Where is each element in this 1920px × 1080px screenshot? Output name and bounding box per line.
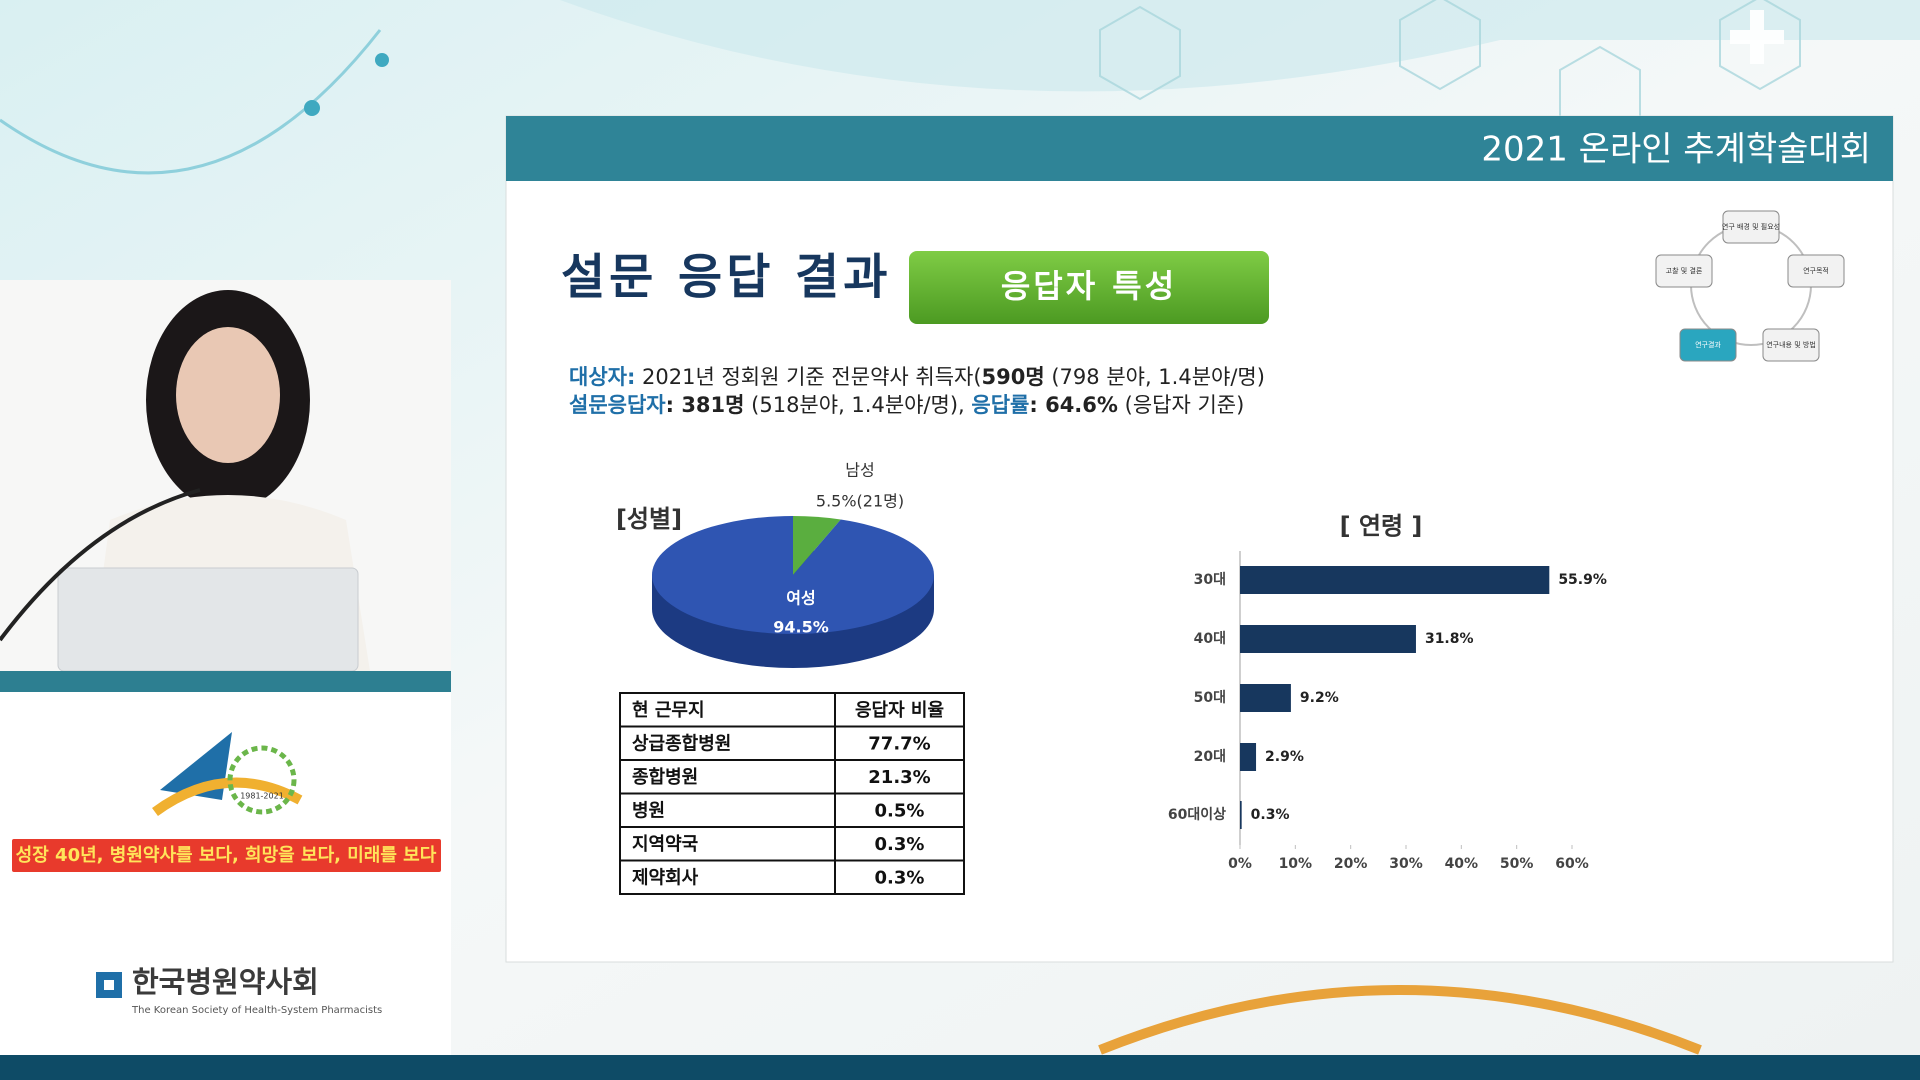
info-text: (응답자 기준): [1118, 393, 1244, 417]
y-tick-label: 40대: [1194, 631, 1226, 647]
cycle-node: [1679, 328, 1737, 362]
table-cell: 상급종합병원: [632, 732, 731, 754]
table-cell: 제약회사: [632, 866, 699, 888]
y-tick-label: 20대: [1194, 749, 1226, 765]
slide-header: [506, 116, 1893, 181]
value-label: 0.3%: [1251, 807, 1290, 823]
bar-title: [ 연령 ]: [1340, 512, 1423, 540]
value-label: 2.9%: [1265, 749, 1304, 765]
table-cell: 종합병원: [632, 766, 698, 788]
slogan-box: [12, 839, 441, 872]
bg-wave: [560, 0, 1920, 92]
info-text: (518분야, 1.4분야/명),: [744, 393, 971, 417]
cycle-node-label: 연구 배경 및 필요성: [1722, 222, 1780, 231]
table-cell: 병원: [632, 800, 665, 821]
value-label: 55.9%: [1558, 572, 1607, 588]
value-label: 9.2%: [1300, 690, 1339, 706]
cycle-node-label: 연구결과: [1695, 340, 1721, 349]
table-cell: 응답자 비율: [855, 700, 944, 721]
cycle-node-label: 연구내용 및 방법: [1766, 340, 1816, 349]
conference-banner: 2021 온라인 추계학술대회: [1481, 130, 1871, 170]
table-cell: 0.5%: [875, 800, 925, 821]
info-label: 설문응답자: [569, 393, 666, 417]
x-tick-label: 20%: [1334, 856, 1368, 872]
cycle-node-label: 고찰 및 결론: [1666, 266, 1703, 275]
table-cell: 지역약국: [632, 833, 698, 855]
cycle-node-label: 연구목적: [1803, 266, 1829, 275]
bg-dot: [304, 100, 320, 116]
table-row: [619, 759, 965, 795]
info-value: : 64.6%: [1029, 393, 1118, 417]
x-tick-label: 10%: [1279, 856, 1313, 872]
pie-category-label: 여성: [786, 589, 815, 608]
info-label: 대상자:: [569, 365, 635, 389]
cycle-node: [1787, 254, 1845, 288]
bar: [1240, 743, 1257, 771]
logo-english: The Korean Society of Health-System Phar…: [131, 1005, 382, 1016]
bottom-bar: [0, 1055, 1920, 1080]
sidebar-band: [0, 671, 451, 692]
y-tick-label: 50대: [1194, 690, 1226, 706]
info-line: 대상자: 2021년 정회원 기준 전문약사 취득자(590명 (798 분야,…: [569, 365, 1265, 389]
x-tick-label: 40%: [1445, 856, 1479, 872]
info-text: (798 분야, 1.4분야/명): [1045, 365, 1265, 389]
info-label: 응답률: [971, 393, 1029, 417]
table-cell: 77.7%: [868, 733, 930, 754]
table-cell: 0.3%: [875, 834, 925, 855]
table-cell: 현 근무지: [632, 700, 705, 721]
face: [176, 327, 280, 463]
pie-category-label: 남성: [845, 461, 874, 480]
info-text: 2021년 정회원 기준 전문약사 취득자(: [635, 365, 981, 389]
pie-value-label: 5.5%(21명): [816, 492, 904, 511]
laptop: [57, 567, 359, 672]
bar: [1240, 801, 1242, 829]
x-tick-label: 50%: [1500, 856, 1534, 872]
slogan: 성장 40년, 병원약사를 보다, 희망을 보다, 미래를 보다: [16, 844, 437, 866]
table-cell: 0.3%: [875, 867, 925, 888]
pie-title: [성별]: [616, 505, 682, 533]
info-value: : 381명: [666, 393, 745, 417]
pie-slice: [652, 516, 934, 634]
info-line: 설문응답자: 381명 (518분야, 1.4분야/명), 응답률: 64.6%…: [569, 393, 1244, 417]
bg-dot: [375, 53, 389, 67]
badge-text: 응답자 특성: [1001, 267, 1177, 305]
logo-korean: 한국병원약사회: [132, 965, 319, 999]
pie-slice: [793, 516, 841, 575]
logo-mark-inner: [104, 980, 114, 990]
emblem: 1981-2021: [152, 732, 303, 817]
table-cell: 21.3%: [868, 767, 930, 788]
cross-icon: [1730, 10, 1784, 64]
info-value: 590명: [982, 365, 1045, 389]
bar: [1240, 625, 1416, 653]
pie-chart: 남성 5.5%(21명) 여성 94.5%: [652, 461, 934, 668]
x-tick-label: 0%: [1228, 856, 1252, 872]
bg-swoosh: [1098, 985, 1702, 1055]
cycle-node: [1655, 254, 1713, 288]
badge: [909, 251, 1269, 324]
table-row: [619, 725, 965, 761]
y-tick-label: 60대이상: [1168, 806, 1226, 823]
x-tick-label: 60%: [1555, 856, 1589, 872]
emblem-years: 1981-2021: [240, 792, 284, 801]
cycle-node: [1722, 210, 1780, 244]
cycle-node: [1762, 328, 1820, 362]
pie-value-label: 94.5%: [773, 618, 829, 637]
table-row: [619, 859, 965, 895]
table-row: [619, 826, 965, 862]
microphone: [0, 488, 201, 642]
bar-chart: 0% 10% 20% 30% 40% 50% 60% 30대 55.9% 40대 31.8% 50대 9…: [1168, 551, 1607, 872]
bar: [1240, 566, 1550, 594]
bar: [1240, 684, 1291, 712]
x-tick-label: 30%: [1389, 856, 1423, 872]
slide-title: 설문 응답 결과: [561, 249, 891, 305]
y-tick-label: 30대: [1194, 572, 1226, 588]
bg-arc: [0, 29, 382, 175]
value-label: 31.8%: [1425, 631, 1474, 647]
presenter-video: [0, 280, 451, 672]
